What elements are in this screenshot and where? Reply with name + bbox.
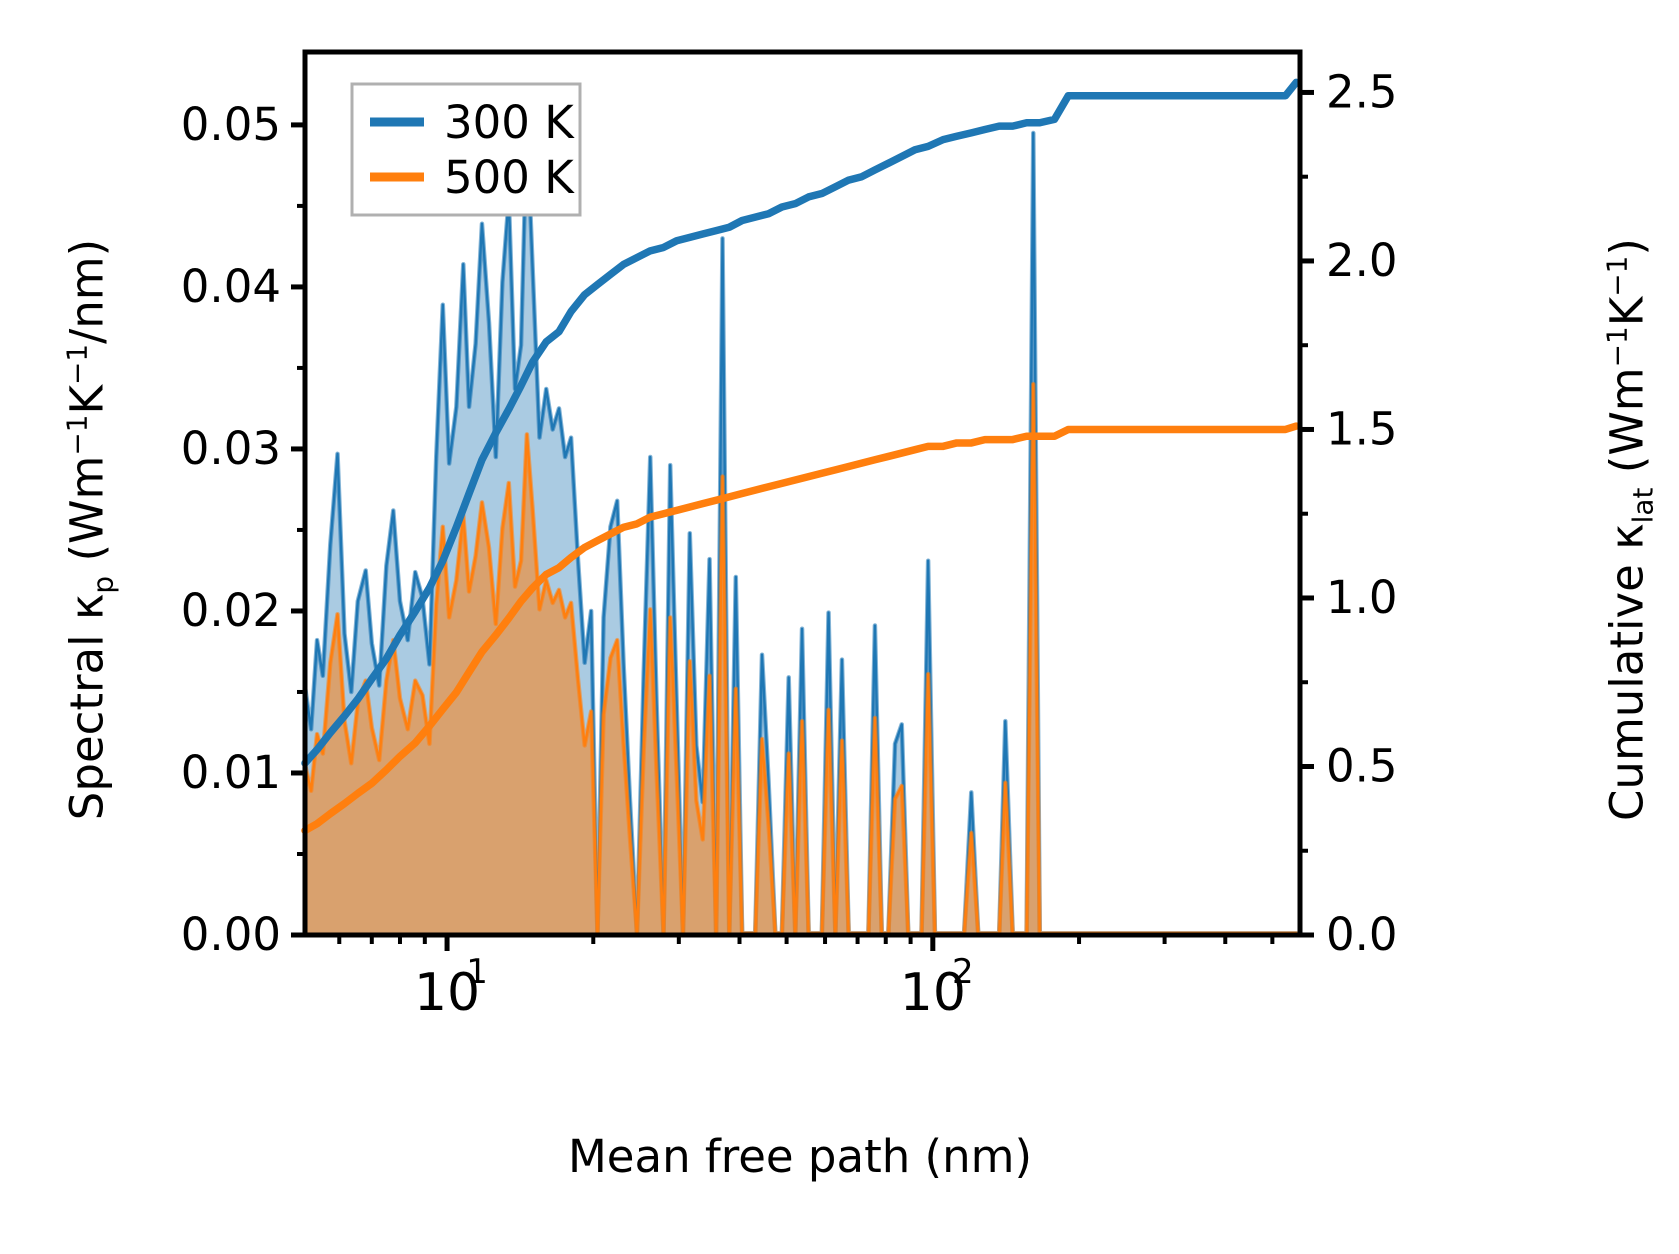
- y-left-ticklabel-5: 0.05: [181, 98, 281, 151]
- y-left-ticklabel-1: 0.01: [181, 746, 281, 799]
- spectral-fill-500k: [305, 384, 1297, 935]
- y-right-ticklabel-0: 0.0: [1326, 908, 1398, 961]
- x-ticklabel-exponent: 2: [952, 952, 974, 992]
- y-right-ticklabel-1: 0.5: [1326, 739, 1398, 792]
- cumulative-line-300k: [301, 78, 1301, 767]
- y-right-ticklabel-3: 1.5: [1326, 402, 1398, 455]
- cumulative-line-500k: [301, 422, 1301, 835]
- x-ticklabel-mantissa: 10: [414, 963, 480, 1023]
- y-right-label-text: Cumulative κlat (Wm−1K−1): [1600, 238, 1660, 821]
- y-left-ticklabel-2: 0.02: [181, 584, 281, 637]
- y-right-ticklabel-2: 1.0: [1326, 571, 1398, 624]
- y-right-ticklabel-5: 2.5: [1326, 65, 1398, 118]
- y-axis-left-label: Spectral κp (Wm−1K−1/nm): [61, 210, 120, 850]
- x-axis-label: Mean free path (nm): [567, 1130, 1033, 1183]
- y-left-ticklabel-0: 0.00: [181, 908, 281, 961]
- y-left-label-text: Spectral κp (Wm−1K−1/nm): [60, 238, 120, 821]
- legend-label-500k: 500 K: [444, 151, 575, 204]
- legend-label-300k: 300 K: [444, 96, 575, 149]
- y-left-ticklabel-4: 0.04: [181, 260, 281, 313]
- legend-box: [350, 82, 582, 217]
- y-axis-right-label: Cumulative κlat (Wm−1K−1): [1601, 210, 1660, 850]
- x-ticklabel-mantissa: 10: [900, 963, 966, 1023]
- y-left-ticklabel-3: 0.03: [181, 422, 281, 475]
- y-right-ticklabel-4: 2.0: [1326, 234, 1398, 287]
- x-ticklabel-exponent: 1: [466, 952, 488, 992]
